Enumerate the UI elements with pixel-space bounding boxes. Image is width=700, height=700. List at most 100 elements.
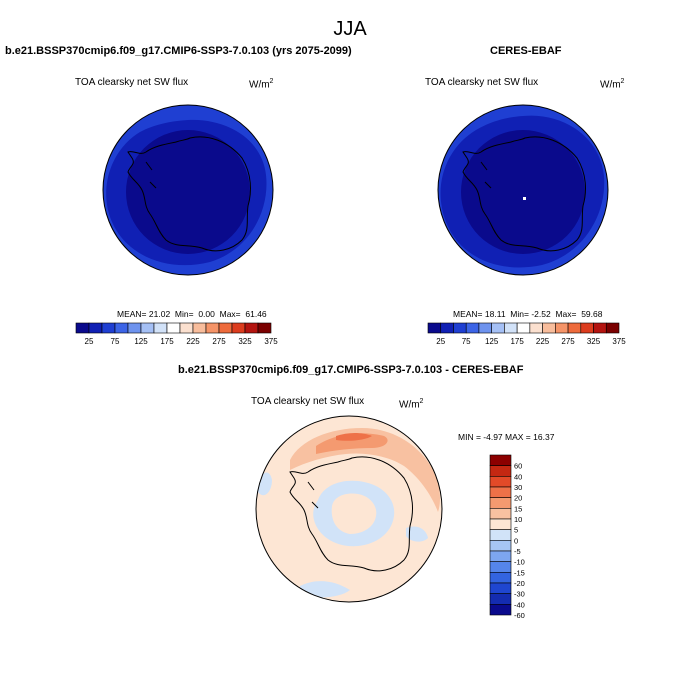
panel3-colorbar-bin <box>489 508 512 520</box>
panel3-colorbar-tick-label: 40 <box>514 472 522 481</box>
panel3-colorbar-bin <box>489 604 512 616</box>
panel3-negative-west <box>258 472 272 496</box>
panel1-colorbar-bin <box>192 322 207 334</box>
panel1-title: b.e21.BSSP370cmip6.f09_g17.CMIP6-SSP3-7.… <box>5 45 352 57</box>
panel3-colorbar-bin <box>489 454 512 466</box>
panel1-colorbar-bin <box>231 322 246 334</box>
panel3-colorbar-bin <box>489 497 512 509</box>
panel1-colorbar-bin <box>257 322 272 334</box>
panel3-colorbar-tick-label: 5 <box>514 526 518 535</box>
panel2-ocean-outer <box>438 105 608 275</box>
panel3-stats: MIN = -4.97 MAX = 16.37 <box>458 432 555 442</box>
panel3-colorbar-tick-label: -5 <box>514 547 521 556</box>
panel2-colorbar-bin <box>542 322 556 334</box>
panel2-coastline <box>462 136 586 252</box>
panel2-colorbar-bin <box>491 322 505 334</box>
panel2-colorbar-bin <box>529 322 543 334</box>
panel3-colorbar-tick-label: -20 <box>514 579 525 588</box>
panel3-colorbar-bin <box>489 486 512 498</box>
panel1-colorbar-tick-label: 25 <box>85 337 94 346</box>
panel1-colorbar-tick-label: 275 <box>212 337 226 346</box>
panel3-map-border <box>255 415 443 603</box>
panel3-colorbar-bin <box>489 561 512 573</box>
panel3-negative-south <box>300 581 350 598</box>
panel3-colorbar-tick-label: 20 <box>514 494 522 503</box>
panel1-colorbar-bin <box>244 322 259 334</box>
panel2-colorbar-tick-label: 325 <box>587 337 601 346</box>
panel3-colorbar-bin <box>489 593 512 605</box>
panel2-colorbar-tick-label: 75 <box>462 337 471 346</box>
panel3-variable-label: TOA clearsky net SW flux <box>251 396 365 407</box>
panel2-colorbar: 25 75 125 175 225 275 325 375 <box>427 322 626 346</box>
panel3-colorbar-tick-label: -10 <box>514 558 525 567</box>
panel3-negative-ring <box>313 480 395 547</box>
panel2-map <box>437 104 609 276</box>
panel1-colorbar-tick-label: 175 <box>160 337 174 346</box>
panel2-colorbar-tick-label: 25 <box>436 337 445 346</box>
panel1-colorbar-bin <box>127 322 142 334</box>
panel3-peak-positive <box>336 433 372 441</box>
panel2-mid-ring <box>440 115 605 268</box>
panel3-colorbar-bin <box>489 550 512 562</box>
panel3-colorbar-bin <box>489 529 512 541</box>
panel1-inner-field <box>126 130 250 254</box>
panel2-colorbar-bin <box>504 322 518 334</box>
panel3-colorbar-tick-label: -60 <box>514 611 525 620</box>
panel3-colorbar-tick-label: 0 <box>514 536 518 545</box>
panel3-colorbar-bin <box>489 518 512 530</box>
panel1-colorbar-tick-label: 375 <box>264 337 278 346</box>
panel3-colorbar-bin <box>489 540 512 552</box>
panel1-mid-ring <box>106 119 267 266</box>
panel2-colorbar-tick-label: 275 <box>561 337 575 346</box>
panel2-colorbar-bin <box>555 322 569 334</box>
panel3-negative-east <box>406 526 428 542</box>
panel3-colorbar-tick-label: 60 <box>514 462 522 471</box>
panel1-colorbar-bin <box>75 322 90 334</box>
panel1-variable-label: TOA clearsky net SW flux <box>75 77 189 88</box>
panel1-colorbar-bin <box>218 322 233 334</box>
panel3-colorbar-tick-label: 15 <box>514 504 522 513</box>
panel1-colorbar-bin <box>140 322 155 334</box>
panel2-colorbar-tick-label: 175 <box>510 337 524 346</box>
panel3-base-field <box>256 416 442 602</box>
panel3-positive-band <box>290 428 440 512</box>
panel1-map-border <box>102 104 274 276</box>
panel2-colorbar-bin <box>605 322 620 334</box>
panel1-map <box>102 104 274 276</box>
panel1-colorbar-bin <box>101 322 116 334</box>
panel1-colorbar-bin <box>166 322 181 334</box>
panel1-units-label: W/m2 <box>249 78 274 91</box>
panel1-colorbar: 25 75 125 175 225 275 325 375 <box>75 322 278 346</box>
panel2-colorbar-bin <box>440 322 454 334</box>
panel3-title: b.e21.BSSP370cmip6.f09_g17.CMIP6-SSP3-7.… <box>178 364 524 376</box>
panel3-map <box>255 415 443 603</box>
panel3-colorbar-tick-label: 10 <box>514 515 522 524</box>
panel3-colorbar-bin <box>489 572 512 584</box>
panel1-colorbar-bin <box>205 322 220 334</box>
panel2-variable-label: TOA clearsky net SW flux <box>425 77 539 88</box>
panel3-units-label: W/m2 <box>399 398 424 411</box>
panel2-colorbar-bin <box>580 322 594 334</box>
panel2-colorbar-tick-label: 375 <box>612 337 626 346</box>
panel2-inner-field <box>461 130 585 254</box>
panel1-colorbar-bin <box>153 322 168 334</box>
panel3-colorbar-tick-label: -15 <box>514 568 525 577</box>
panel2-map-border <box>437 104 609 276</box>
panel2-colorbar-bin <box>465 322 480 334</box>
panel3-strong-positive <box>316 433 388 454</box>
figure-title: JJA <box>333 18 367 40</box>
panel3-colorbar-bin <box>489 465 512 477</box>
panel1-colorbar-tick-label: 125 <box>134 337 148 346</box>
panel1-colorbar-tick-label: 75 <box>111 337 120 346</box>
panel2-colorbar-bin <box>567 322 582 334</box>
panel2-title: CERES-EBAF <box>490 45 562 57</box>
panel1-colorbar-tick-label: 225 <box>186 337 200 346</box>
panel3-coastline <box>289 456 413 572</box>
panel1-colorbar-bin <box>88 322 103 334</box>
panel1-stats: MEAN= 21.02 Min= 0.00 Max= 61.46 <box>117 309 267 319</box>
panel2-colorbar-tick-label: 125 <box>485 337 499 346</box>
panel3-colorbar-bin <box>489 476 512 488</box>
panel2-stats: MEAN= 18.11 Min= -2.52 Max= 59.68 <box>453 309 603 319</box>
panel2-colorbar-bin <box>453 322 467 334</box>
